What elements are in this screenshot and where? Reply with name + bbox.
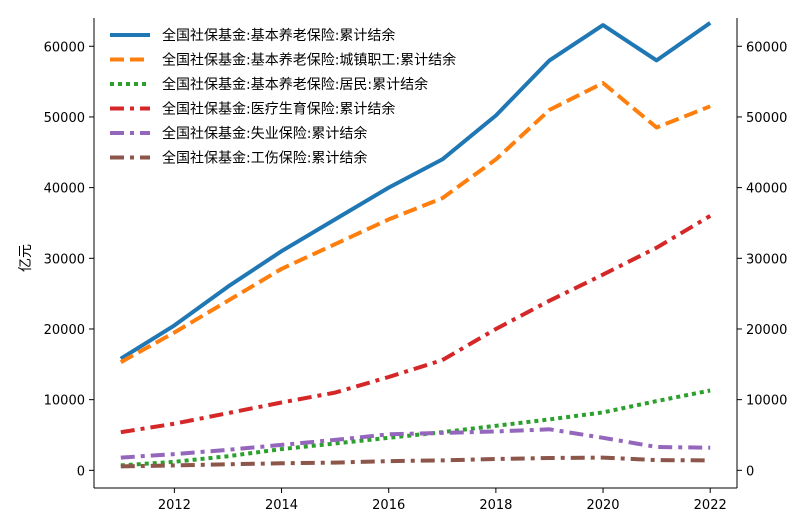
y-tick-label-left: 30000: [44, 252, 85, 267]
x-tick-label: 2022: [694, 498, 727, 513]
x-tick-label: 2020: [586, 498, 619, 513]
y-tick-label-left: 0: [77, 464, 85, 479]
y-tick-label-right: 40000: [746, 182, 787, 197]
y-tick-label-left: 60000: [44, 40, 85, 55]
y-axis-label: 亿元: [18, 244, 34, 272]
x-tick-label: 2018: [479, 498, 512, 513]
legend-label-2: 全国社保基金:基本养老保险:城镇职工:累计结余: [162, 52, 456, 69]
y-tick-label-right: 50000: [746, 111, 787, 126]
y-tick-label-left: 40000: [44, 182, 85, 197]
legend: 全国社保基金:基本养老保险:累计结余全国社保基金:基本养老保险:城镇职工:累计结…: [110, 27, 456, 167]
y-tick-label-left: 20000: [44, 323, 85, 338]
series-line-6: [120, 455, 711, 469]
x-tick-label: 2014: [265, 498, 298, 513]
legend-label-6: 全国社保基金:工伤保险:累计结余: [162, 150, 367, 167]
series-lines: [119, 21, 712, 469]
axes: 2012 2014 2016 2018 2020 2022 0 0 10000 10000 2000…: [44, 18, 787, 513]
y-tick-label-left: 10000: [44, 394, 85, 409]
series-line-5: [120, 427, 711, 460]
y-tick-label-right: 60000: [746, 40, 787, 55]
legend-label-1: 全国社保基金:基本养老保险:累计结余: [162, 27, 395, 44]
x-tick-label: 2016: [372, 498, 405, 513]
series-line-3: [120, 388, 711, 468]
series-line-4: [120, 214, 712, 435]
legend-label-4: 全国社保基金:医疗生育保险:累计结余: [162, 101, 395, 118]
y-tick-label-right: 20000: [746, 323, 787, 338]
x-tick-label: 2012: [158, 498, 191, 513]
y-tick-label-right: 0: [746, 464, 754, 479]
series-line-2: [119, 81, 711, 364]
series-line-1: [119, 21, 712, 361]
y-tick-label-right: 30000: [746, 252, 787, 267]
legend-label-3: 全国社保基金:基本养老保险:居民:累计结余: [162, 76, 428, 93]
legend-label-5: 全国社保基金:失业保险:累计结余: [162, 125, 367, 142]
y-tick-label-left: 50000: [44, 111, 85, 126]
y-tick-label-right: 10000: [746, 394, 787, 409]
